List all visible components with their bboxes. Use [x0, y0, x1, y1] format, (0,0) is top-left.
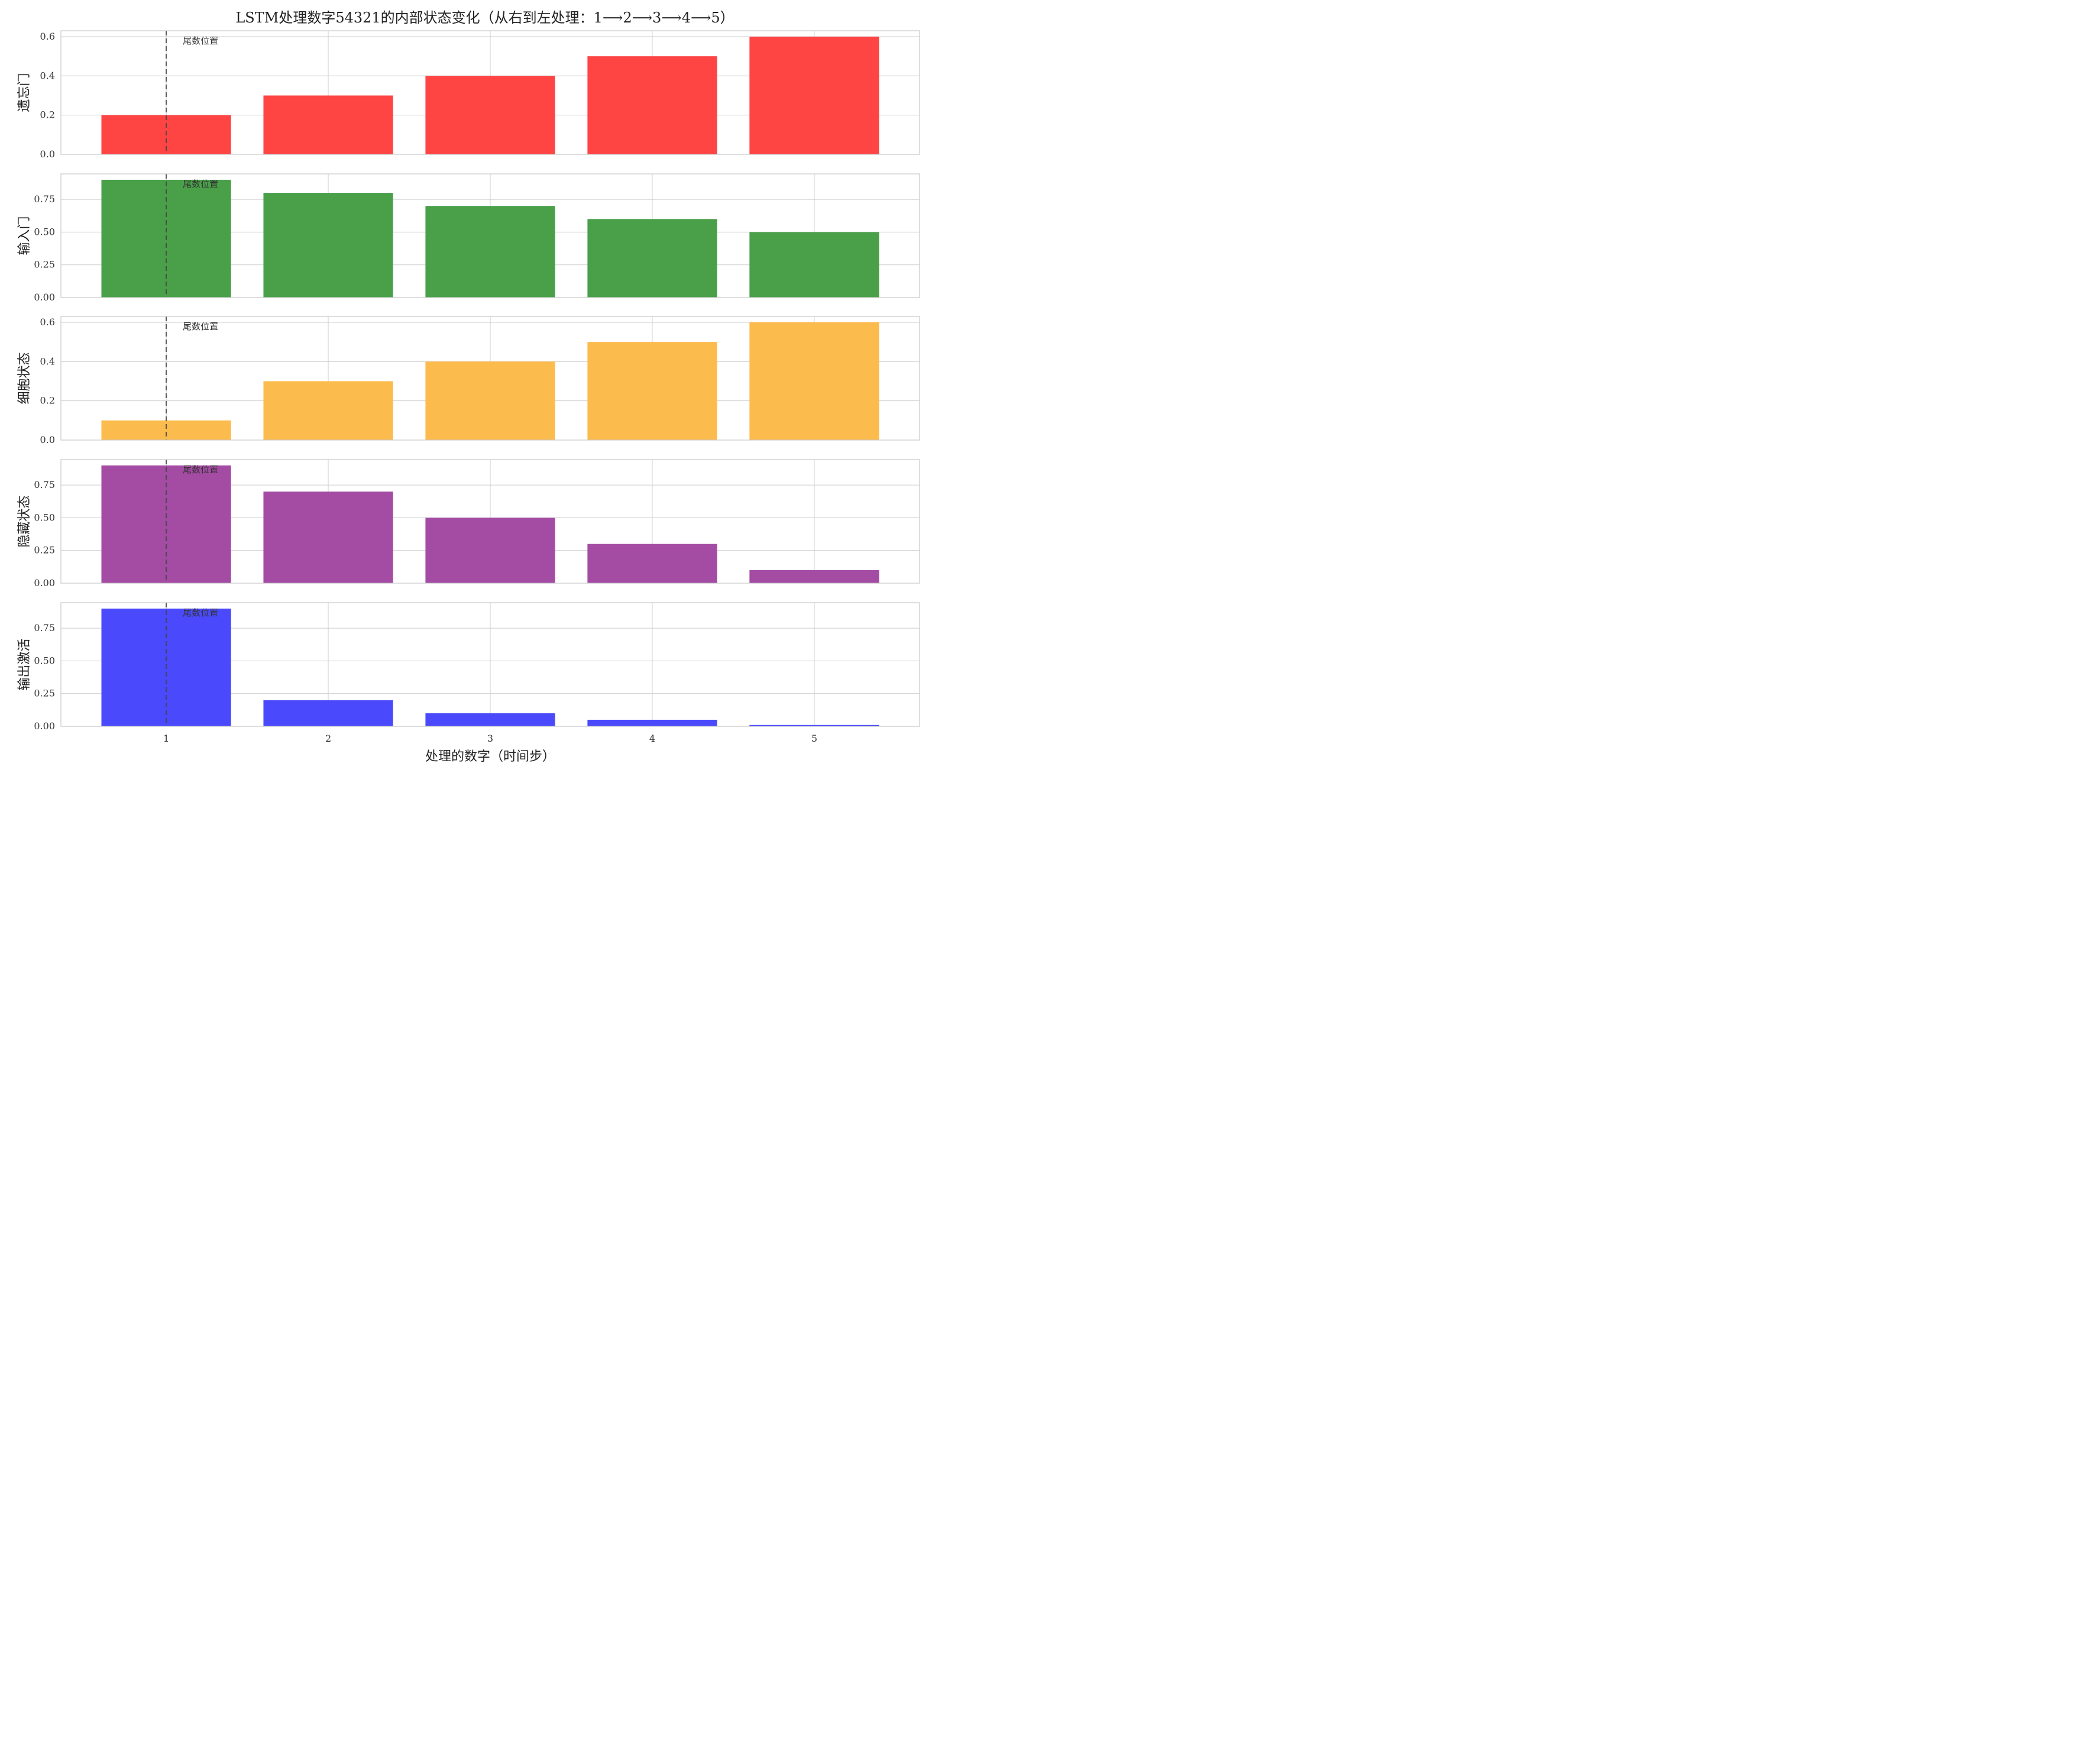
y-tick-label: 0.6 — [40, 31, 55, 42]
panels-layer: 0.00.20.40.6 尾数位置遗忘门0.000.250.500.75尾数位置输… — [17, 30, 920, 732]
y-tick-label: 0.00 — [34, 577, 55, 589]
y-tick-label: 0.50 — [34, 226, 55, 237]
x-axis-label: 处理的数字（时间步） — [425, 749, 555, 764]
bar — [749, 232, 879, 298]
marker-label: 尾数位置 — [183, 607, 218, 618]
plot-frame — [60, 316, 920, 441]
y-tick-label: 0.25 — [34, 688, 55, 699]
x-axis: 1 2 3 4 5 — [163, 733, 817, 744]
y-axis-label: 细胞状态 — [17, 352, 32, 404]
bar — [425, 518, 555, 583]
y-tick-label: 0.4 — [40, 355, 55, 367]
marker-label: 尾数位置 — [183, 35, 218, 46]
bar — [263, 381, 393, 440]
bar — [749, 36, 879, 155]
y-tick-label: 0.2 — [40, 395, 55, 406]
x-tick-label: 2 — [325, 733, 331, 744]
y-tick-label: 0.75 — [34, 193, 55, 205]
bar — [587, 544, 717, 583]
bar — [587, 719, 717, 726]
bar — [749, 725, 879, 726]
bar — [425, 206, 555, 298]
marker-label: 尾数位置 — [183, 464, 218, 475]
plot-frame — [60, 602, 920, 727]
y-axis-label: 遗忘门 — [17, 73, 32, 112]
bar — [749, 322, 879, 440]
bar — [101, 420, 231, 440]
y-tick-label: 0.2 — [40, 109, 55, 121]
x-tick-label: 5 — [811, 733, 817, 744]
chart-canvas: LSTM处理数字54321的内部状态变化（从右到左处理：1⟶2⟶3⟶4⟶5） 0… — [0, 0, 927, 771]
y-tick-label: 0.50 — [34, 655, 55, 666]
x-tick-label: 3 — [487, 733, 493, 744]
x-tick-label: 1 — [163, 733, 169, 744]
plot-frame — [60, 30, 920, 155]
y-tick-label: 0.00 — [34, 292, 55, 303]
bar — [425, 713, 555, 726]
bar — [587, 56, 717, 154]
y-tick-label: 0.50 — [34, 512, 55, 523]
y-tick-label: 0.75 — [34, 622, 55, 633]
y-axis-label: 隐藏状态 — [17, 495, 32, 547]
bar — [263, 193, 393, 298]
x-tick-label: 4 — [649, 733, 655, 744]
y-axis-label: 输入门 — [17, 216, 32, 255]
y-tick-label: 0.0 — [40, 148, 55, 160]
y-tick-label: 0.6 — [40, 316, 55, 328]
bar — [587, 219, 717, 298]
y-tick-label: 0.0 — [40, 434, 55, 445]
plot-frame — [60, 173, 920, 298]
bar — [263, 700, 393, 726]
y-tick-label: 0.4 — [40, 70, 55, 81]
bar — [587, 342, 717, 440]
chart-title: LSTM处理数字54321的内部状态变化（从右到左处理：1⟶2⟶3⟶4⟶5） — [235, 9, 734, 26]
bar — [263, 492, 393, 583]
y-tick-label: 0.75 — [34, 479, 55, 490]
y-axis-label: 输出激活 — [17, 638, 32, 690]
plot-frame — [60, 459, 920, 584]
y-tick-label: 0.00 — [34, 720, 55, 732]
y-tick-label: 0.25 — [34, 545, 55, 556]
y-tick-label: 0.25 — [34, 259, 55, 270]
bar — [263, 95, 393, 154]
bar — [749, 570, 879, 583]
bar — [425, 76, 555, 154]
marker-label: 尾数位置 — [183, 321, 218, 332]
bar — [425, 361, 555, 440]
marker-label: 尾数位置 — [183, 179, 218, 189]
